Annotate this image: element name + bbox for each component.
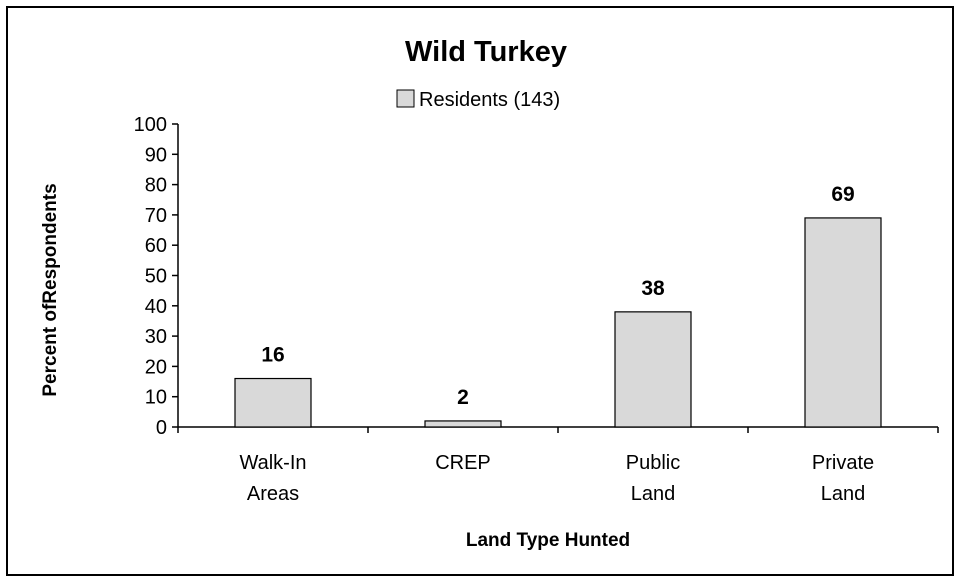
- y-tick-label: 80: [145, 175, 167, 197]
- bars: [234, 217, 882, 428]
- bar: [614, 311, 692, 428]
- legend-swatch: [396, 89, 415, 108]
- y-tick-label: 60: [145, 235, 167, 257]
- chart-border: [6, 6, 954, 576]
- bar: [804, 217, 882, 428]
- y-tick-label: 0: [156, 417, 167, 439]
- y-tick-label: 90: [145, 144, 167, 166]
- bar: [424, 420, 502, 428]
- x-tick-label: CREP: [435, 452, 491, 474]
- legend: Residents (143): [396, 89, 560, 111]
- y-axis: 0 10 20 30 40 50 60 70 80 90 100: [134, 114, 179, 439]
- y-tick-label: 40: [145, 296, 167, 318]
- x-axis-title: Land Type Hunted: [466, 530, 630, 551]
- y-tick-label: 10: [145, 387, 167, 409]
- bar: [234, 377, 312, 428]
- data-labels: 16 2 38 69: [261, 183, 854, 409]
- x-tick-label: Walk-In Areas: [239, 452, 306, 505]
- data-label: 38: [641, 277, 665, 300]
- legend-label: Residents (143): [419, 89, 560, 111]
- y-tick-label: 50: [145, 266, 167, 288]
- x-tick-label: Public Land: [626, 452, 680, 505]
- data-label: 2: [457, 386, 469, 409]
- y-tick-label: 30: [145, 326, 167, 348]
- chart-title: Wild Turkey: [405, 36, 567, 68]
- x-tick-label: Private Land: [812, 452, 874, 505]
- y-tick-label: 20: [145, 356, 167, 378]
- y-axis-title: Percent ofRespondents: [40, 183, 61, 396]
- y-tick-label: 100: [134, 114, 167, 136]
- y-tick-label: 70: [145, 205, 167, 227]
- data-label: 16: [261, 344, 284, 367]
- data-label: 69: [831, 183, 854, 206]
